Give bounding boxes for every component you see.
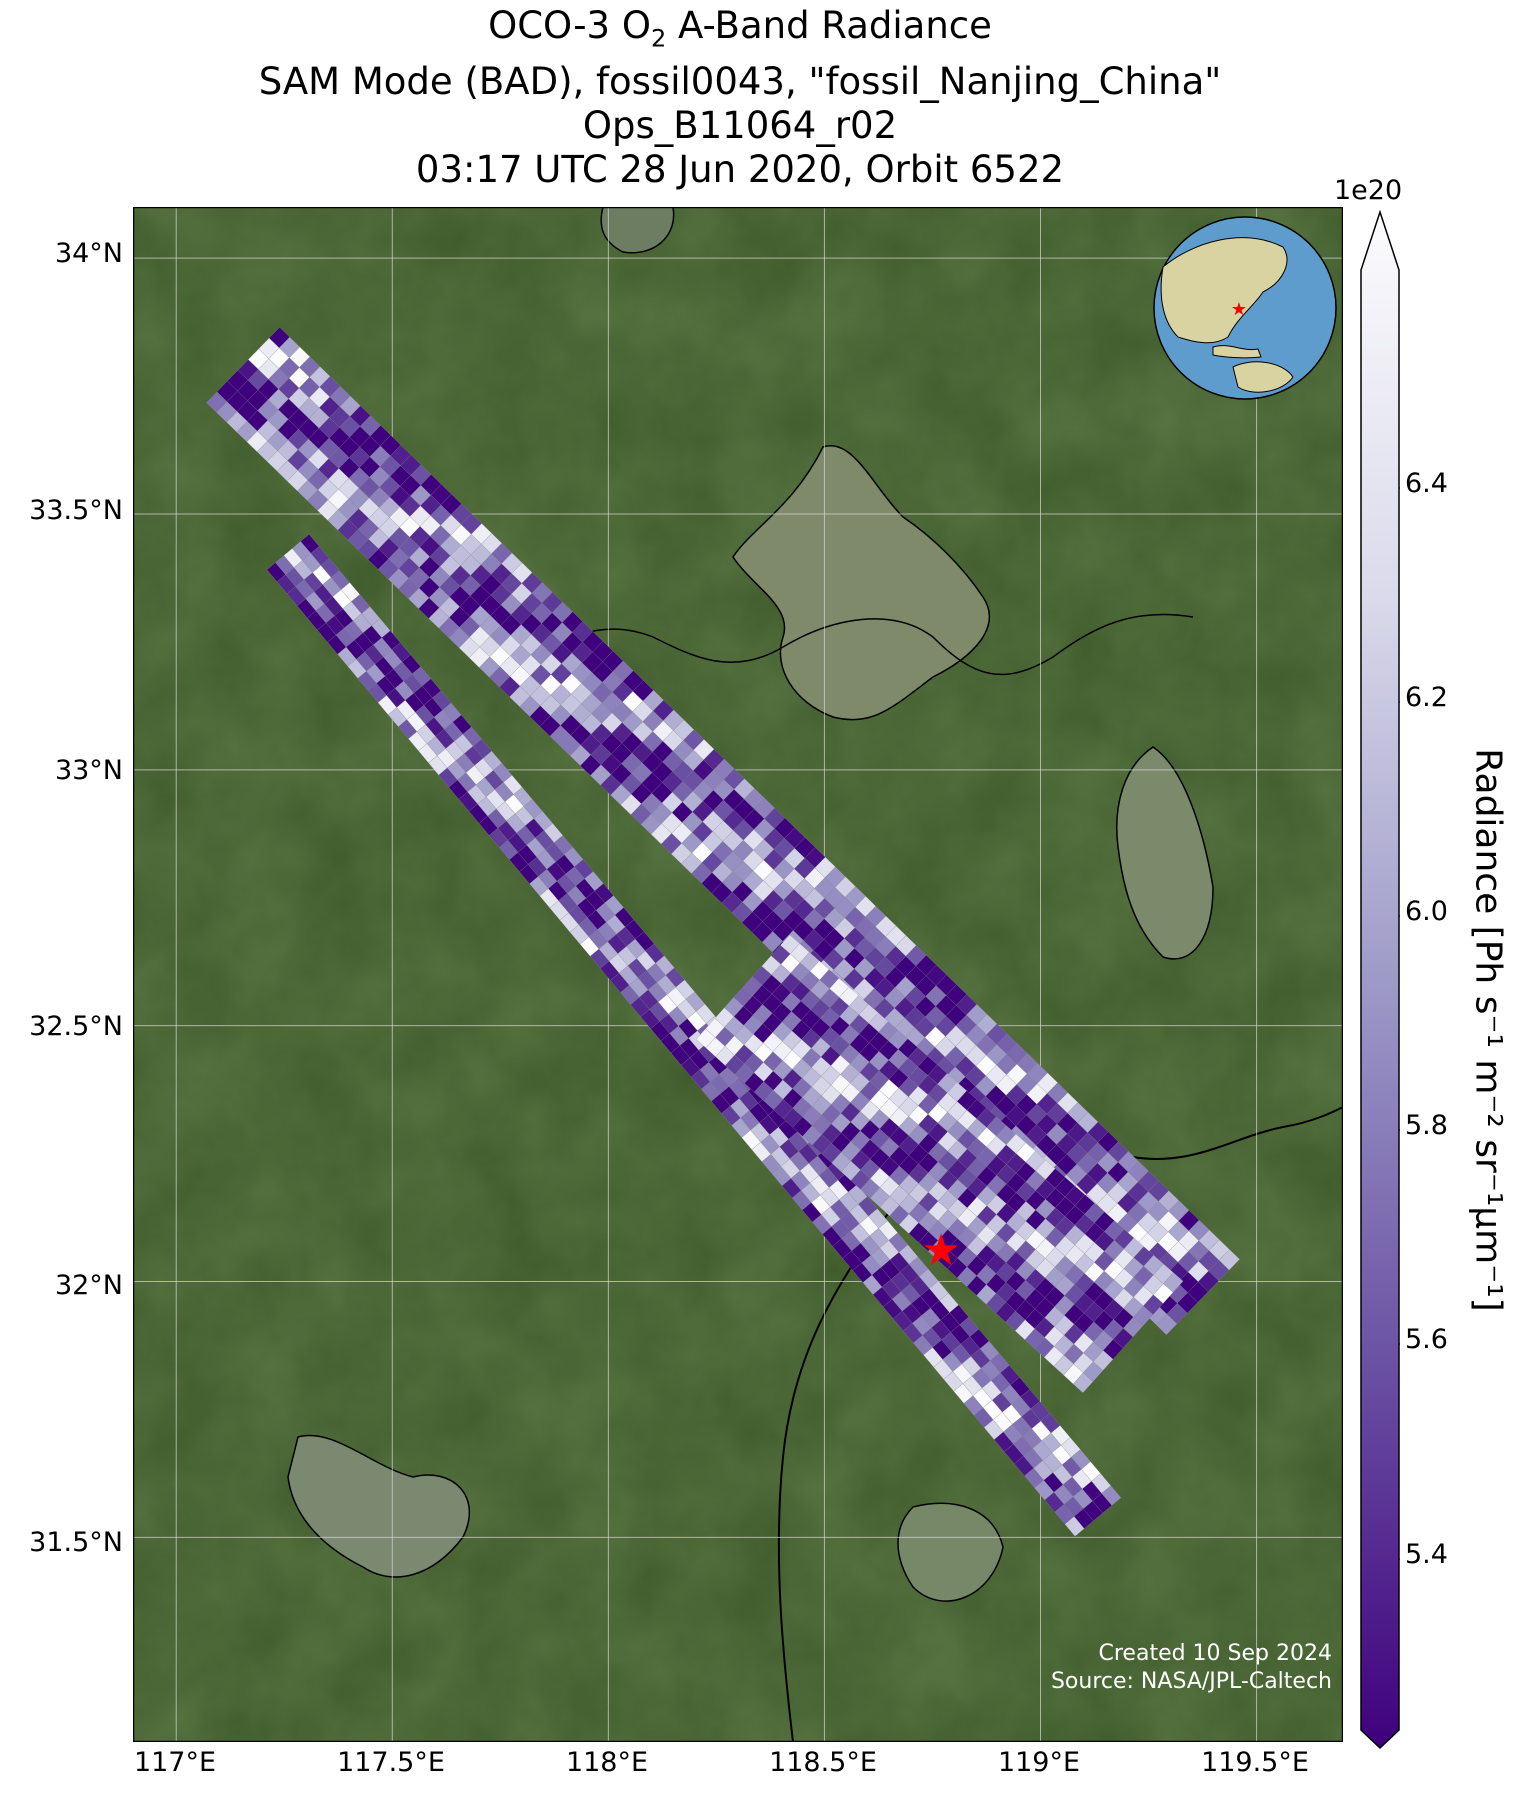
chart-title: OCO-3 O2 A-Band Radiance SAM Mode (BAD),… xyxy=(0,4,1480,192)
lat-label-32: 32°N xyxy=(54,1270,123,1301)
title-line-2: SAM Mode (BAD), fossil0043, "fossil_Nanj… xyxy=(258,60,1222,104)
colorbar-label: Radiance [Ph s⁻¹ m⁻² sr⁻¹μm⁻¹] xyxy=(1467,748,1509,1312)
colorbar-tick-6-2: 6.2 xyxy=(1405,682,1448,713)
lon-label-119: 119°E xyxy=(997,1747,1081,1778)
credits: Created 10 Sep 2024 Source: NASA/JPL-Cal… xyxy=(1051,1640,1332,1696)
colorbar-exponent: 1e20 xyxy=(1334,175,1403,206)
colorbar-tick-5-4: 5.4 xyxy=(1405,1539,1448,1570)
river-huai xyxy=(512,613,1194,678)
title-suffix: A-Band Radiance xyxy=(666,4,992,47)
lake-south xyxy=(897,1502,1004,1602)
title-prefix: OCO-3 O xyxy=(488,4,651,47)
title-line-1: OCO-3 O2 A-Band Radiance xyxy=(0,4,1480,60)
target-marker: ★ xyxy=(921,1225,960,1276)
lon-label-117-5: 117.5°E xyxy=(337,1747,445,1778)
lat-label-34: 34°N xyxy=(54,238,123,269)
globe-star-icon: ★ xyxy=(1231,299,1247,320)
colorbar xyxy=(1360,210,1400,1750)
globe-islands xyxy=(1212,345,1262,359)
lat-label-33: 33°N xyxy=(54,755,123,786)
lat-label-31-5: 31.5°N xyxy=(29,1527,123,1558)
lake-gaoyou xyxy=(1116,746,1214,960)
lon-label-118: 118°E xyxy=(565,1747,649,1778)
globe-land-asia xyxy=(1160,237,1288,344)
title-subscript: 2 xyxy=(650,24,667,53)
map-frame xyxy=(133,207,1343,1742)
lake-north xyxy=(600,207,675,254)
credits-created: Created 10 Sep 2024 xyxy=(1098,1641,1333,1666)
colorbar-body xyxy=(1360,210,1400,1750)
lat-label-33-5: 33.5°N xyxy=(29,495,123,526)
credits-source: Source: NASA/JPL-Caltech xyxy=(1050,1669,1332,1694)
lon-label-118-5: 118.5°E xyxy=(769,1747,877,1778)
lat-label-32-5: 32.5°N xyxy=(29,1011,123,1042)
swath-strip-3 xyxy=(696,934,1184,1393)
lon-label-117: 117°E xyxy=(133,1747,217,1778)
lon-label-119-5: 119.5°E xyxy=(1201,1747,1309,1778)
map-panel: ★ ★ xyxy=(133,207,1343,1742)
colorbar-tick-5-8: 5.8 xyxy=(1405,1110,1448,1141)
title-line-4: 03:17 UTC 28 Jun 2020, Orbit 6522 xyxy=(415,148,1065,192)
sounding-swaths xyxy=(206,327,1240,1537)
swath-strip-1 xyxy=(206,327,1240,1335)
target-star-icon: ★ xyxy=(921,1225,960,1276)
colorbar-label-anchor: Radiance [Ph s⁻¹ m⁻² sr⁻¹μm⁻¹] xyxy=(1468,748,1509,1311)
globe-land-australia xyxy=(1232,361,1294,393)
colorbar-tick-5-6: 5.6 xyxy=(1405,1324,1448,1355)
colorbar-tick-6-4: 6.4 xyxy=(1405,468,1448,499)
sounding-cell xyxy=(1064,1516,1085,1537)
sounding-cell xyxy=(1156,1313,1178,1335)
globe-inset: ★ xyxy=(1153,216,1337,400)
colorbar-tick-6-0: 6.0 xyxy=(1405,896,1448,927)
sounding-cell xyxy=(1073,1372,1094,1393)
title-line-3: Ops_B11064_r02 xyxy=(582,104,898,148)
swath-strip-2 xyxy=(266,534,1122,1537)
